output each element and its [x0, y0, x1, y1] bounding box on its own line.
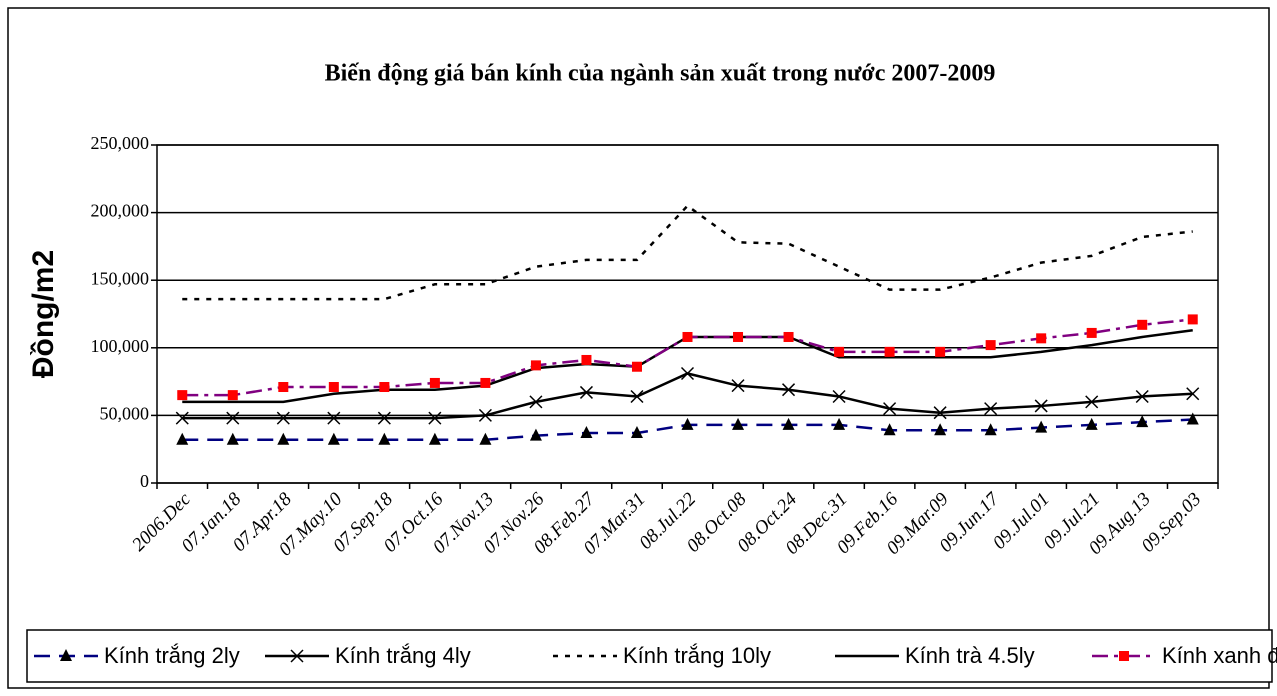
marker [479, 432, 492, 445]
marker [580, 425, 593, 438]
marker [276, 411, 290, 425]
marker [1086, 327, 1097, 338]
marker [681, 417, 694, 430]
marker [933, 406, 947, 420]
marker [1036, 333, 1047, 344]
marker [177, 390, 188, 401]
marker [478, 408, 492, 422]
marker [290, 649, 304, 663]
marker [60, 649, 72, 661]
marker [175, 411, 189, 425]
marker [1136, 415, 1149, 428]
marker [277, 432, 290, 445]
marker [278, 382, 289, 393]
y-tick-label: 150,000 [91, 268, 150, 288]
legend-label: Kính trắng 2ly [104, 643, 240, 668]
marker [579, 385, 593, 399]
legend-item: Kính trà 4.5ly [835, 643, 1035, 668]
marker [985, 340, 996, 351]
legend-item: Kính trắng 4ly [265, 643, 471, 668]
marker [883, 423, 896, 436]
marker [529, 395, 543, 409]
chart-title: Biến động giá bán kính của ngành sản xuấ… [325, 61, 996, 87]
marker [1034, 399, 1048, 413]
marker [226, 411, 240, 425]
series-line [182, 204, 1193, 301]
marker [782, 383, 796, 397]
legend-label: Kính trà 4.5ly [905, 643, 1035, 668]
marker [834, 346, 845, 357]
marker [1135, 389, 1149, 404]
marker [682, 331, 693, 342]
marker [581, 354, 592, 365]
marker [1187, 314, 1198, 325]
marker [1085, 395, 1099, 409]
legend-label: Kính trắng 4ly [335, 643, 471, 668]
marker [782, 417, 795, 430]
marker [327, 411, 341, 425]
marker [783, 331, 794, 342]
marker [428, 411, 442, 425]
marker [378, 432, 391, 445]
y-tick-label: 100,000 [91, 336, 150, 356]
marker [176, 432, 189, 445]
marker [530, 360, 541, 371]
marker [984, 423, 997, 436]
marker [327, 432, 340, 445]
legend-label: Kính xanh đen 5ly [1162, 643, 1277, 668]
marker [1186, 387, 1200, 401]
marker [1137, 319, 1148, 330]
legend-label: Kính trắng 10ly [623, 643, 771, 668]
marker [630, 425, 643, 438]
marker [1119, 651, 1129, 661]
y-tick-label: 250,000 [91, 133, 150, 153]
marker [377, 411, 391, 425]
legend-box [26, 629, 1273, 683]
marker [935, 346, 946, 357]
marker [680, 366, 695, 381]
y-tick-label: 200,000 [91, 201, 150, 221]
marker [883, 402, 897, 416]
marker [832, 389, 846, 404]
marker [731, 379, 745, 393]
y-axis-label: Đồng/m2 [27, 250, 60, 378]
legend-item: Kính trắng 10ly [553, 643, 771, 668]
marker [934, 423, 947, 436]
marker [379, 382, 390, 393]
marker [1085, 417, 1098, 430]
y-tick-label: 0 [140, 471, 149, 491]
marker [226, 432, 239, 445]
marker [630, 389, 644, 404]
marker [732, 417, 745, 430]
marker [227, 390, 238, 401]
y-tick-label: 50,000 [100, 404, 150, 424]
marker [480, 377, 491, 388]
marker [529, 428, 542, 441]
marker [428, 432, 441, 445]
legend-item: Kính trắng 2ly [34, 643, 240, 668]
marker [1035, 420, 1048, 433]
marker [733, 331, 744, 342]
marker [328, 382, 339, 393]
marker [1186, 412, 1199, 425]
legend-item: Kính xanh đen 5ly [1092, 643, 1277, 668]
marker [429, 377, 440, 388]
marker [833, 417, 846, 430]
marker [631, 361, 642, 372]
marker [984, 402, 998, 416]
marker [884, 346, 895, 357]
